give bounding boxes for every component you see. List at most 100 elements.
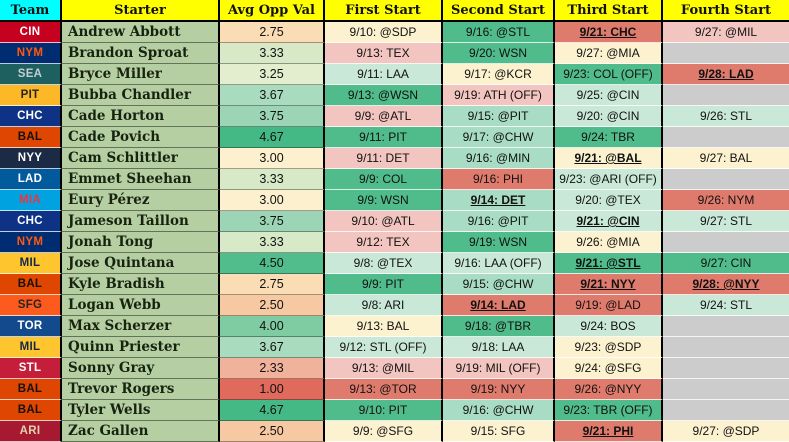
team-cell[interactable]: BAL <box>0 379 62 400</box>
start-cell[interactable]: 9/23: @ARI (OFF) <box>555 169 663 190</box>
starter-cell[interactable]: Cade Povich <box>62 127 220 148</box>
start-cell[interactable]: 9/18: LAA <box>443 337 555 358</box>
start-cell[interactable]: 9/16: LAA (OFF) <box>443 253 555 274</box>
start-cell[interactable]: 9/9: @ATL <box>325 106 443 127</box>
team-cell[interactable]: CHC <box>0 106 62 127</box>
starter-cell[interactable]: Trevor Rogers <box>62 379 220 400</box>
starter-cell[interactable]: Jonah Tong <box>62 232 220 253</box>
avg-opp-val-cell[interactable]: 1.00 <box>220 379 325 400</box>
start-cell[interactable]: 9/28: @NYY <box>663 274 789 295</box>
start-cell[interactable]: 9/21: PHI <box>555 421 663 442</box>
start-cell[interactable]: 9/26: STL <box>663 106 789 127</box>
starter-cell[interactable]: Jose Quintana <box>62 253 220 274</box>
start-cell[interactable]: 9/26: NYM <box>663 190 789 211</box>
avg-opp-val-cell[interactable]: 4.67 <box>220 127 325 148</box>
avg-opp-val-cell[interactable]: 2.75 <box>220 274 325 295</box>
starter-cell[interactable]: Bryce Miller <box>62 64 220 85</box>
start-cell[interactable]: 9/21: NYY <box>555 274 663 295</box>
start-cell[interactable]: 9/8: @TEX <box>325 253 443 274</box>
team-cell[interactable]: ARI <box>0 421 62 442</box>
starter-cell[interactable]: Kyle Bradish <box>62 274 220 295</box>
starter-cell[interactable]: Brandon Sproat <box>62 43 220 64</box>
start-cell[interactable] <box>663 43 789 64</box>
starter-cell[interactable]: Bubba Chandler <box>62 85 220 106</box>
avg-opp-val-cell[interactable]: 3.25 <box>220 64 325 85</box>
start-cell[interactable]: 9/19: NYY <box>443 379 555 400</box>
start-cell[interactable]: 9/19: WSN <box>443 232 555 253</box>
start-cell[interactable]: 9/17: @CHW <box>443 127 555 148</box>
start-cell[interactable]: 9/16: PHI <box>443 169 555 190</box>
starter-cell[interactable]: Emmet Sheehan <box>62 169 220 190</box>
col-header-third-start[interactable]: Third Start <box>555 0 663 22</box>
avg-opp-val-cell[interactable]: 2.33 <box>220 358 325 379</box>
start-cell[interactable]: 9/21: @BAL <box>555 148 663 169</box>
starter-cell[interactable]: Sonny Gray <box>62 358 220 379</box>
start-cell[interactable]: 9/16: @CHW <box>443 400 555 421</box>
start-cell[interactable]: 9/28: LAD <box>663 64 789 85</box>
start-cell[interactable]: 9/26: @NYY <box>555 379 663 400</box>
start-cell[interactable]: 9/9: PIT <box>325 274 443 295</box>
avg-opp-val-cell[interactable]: 3.33 <box>220 43 325 64</box>
start-cell[interactable]: 9/25: @CIN <box>555 85 663 106</box>
team-cell[interactable]: MIL <box>0 337 62 358</box>
team-cell[interactable]: SFG <box>0 295 62 316</box>
avg-opp-val-cell[interactable]: 2.50 <box>220 295 325 316</box>
col-header-team[interactable]: Team <box>0 0 62 22</box>
start-cell[interactable]: 9/16: @PIT <box>443 211 555 232</box>
start-cell[interactable] <box>663 337 789 358</box>
starter-cell[interactable]: Quinn Priester <box>62 337 220 358</box>
start-cell[interactable]: 9/10: @SDP <box>325 22 443 43</box>
start-cell[interactable] <box>663 400 789 421</box>
team-cell[interactable]: NYM <box>0 43 62 64</box>
start-cell[interactable]: 9/19: MIL (OFF) <box>443 358 555 379</box>
avg-opp-val-cell[interactable]: 4.67 <box>220 400 325 421</box>
avg-opp-val-cell[interactable]: 3.75 <box>220 106 325 127</box>
starter-cell[interactable]: Max Scherzer <box>62 316 220 337</box>
start-cell[interactable]: 9/13: @MIL <box>325 358 443 379</box>
team-cell[interactable]: MIA <box>0 190 62 211</box>
start-cell[interactable]: 9/21: @CIN <box>555 211 663 232</box>
avg-opp-val-cell[interactable]: 3.00 <box>220 148 325 169</box>
start-cell[interactable]: 9/27: CIN <box>663 253 789 274</box>
avg-opp-val-cell[interactable]: 3.33 <box>220 232 325 253</box>
start-cell[interactable]: 9/20: @CIN <box>555 106 663 127</box>
avg-opp-val-cell[interactable]: 3.33 <box>220 169 325 190</box>
start-cell[interactable]: 9/15: SFG <box>443 421 555 442</box>
start-cell[interactable]: 9/11: PIT <box>325 127 443 148</box>
col-header-starter[interactable]: Starter <box>62 0 220 22</box>
start-cell[interactable]: 9/13: @TOR <box>325 379 443 400</box>
team-cell[interactable]: CHC <box>0 211 62 232</box>
start-cell[interactable]: 9/9: @SFG <box>325 421 443 442</box>
team-cell[interactable]: NYM <box>0 232 62 253</box>
start-cell[interactable] <box>663 379 789 400</box>
start-cell[interactable]: 9/14: LAD <box>443 295 555 316</box>
avg-opp-val-cell[interactable]: 2.75 <box>220 22 325 43</box>
col-header-first-start[interactable]: First Start <box>325 0 443 22</box>
team-cell[interactable]: BAL <box>0 400 62 421</box>
team-cell[interactable]: STL <box>0 358 62 379</box>
starter-cell[interactable]: Zac Gallen <box>62 421 220 442</box>
start-cell[interactable]: 9/9: COL <box>325 169 443 190</box>
starter-cell[interactable]: Logan Webb <box>62 295 220 316</box>
start-cell[interactable]: 9/27: @MIA <box>555 43 663 64</box>
start-cell[interactable]: 9/24: STL <box>663 295 789 316</box>
start-cell[interactable]: 9/16: @STL <box>443 22 555 43</box>
avg-opp-val-cell[interactable]: 3.67 <box>220 85 325 106</box>
starter-cell[interactable]: Eury Pérez <box>62 190 220 211</box>
start-cell[interactable]: 9/15: @CHW <box>443 274 555 295</box>
start-cell[interactable]: 9/24: TBR <box>555 127 663 148</box>
start-cell[interactable]: 9/13: TEX <box>325 43 443 64</box>
start-cell[interactable]: 9/14: DET <box>443 190 555 211</box>
start-cell[interactable]: 9/21: CHC <box>555 22 663 43</box>
start-cell[interactable]: 9/17: @KCR <box>443 64 555 85</box>
team-cell[interactable]: BAL <box>0 127 62 148</box>
start-cell[interactable]: 9/27: BAL <box>663 148 789 169</box>
start-cell[interactable]: 9/18: @TBR <box>443 316 555 337</box>
start-cell[interactable]: 9/11: LAA <box>325 64 443 85</box>
col-header-avg-opp-val[interactable]: Avg Opp Val <box>220 0 325 22</box>
start-cell[interactable]: 9/9: WSN <box>325 190 443 211</box>
start-cell[interactable]: 9/23: COL (OFF) <box>555 64 663 85</box>
start-cell[interactable]: 9/20: @TEX <box>555 190 663 211</box>
team-cell[interactable]: SEA <box>0 64 62 85</box>
avg-opp-val-cell[interactable]: 3.75 <box>220 211 325 232</box>
